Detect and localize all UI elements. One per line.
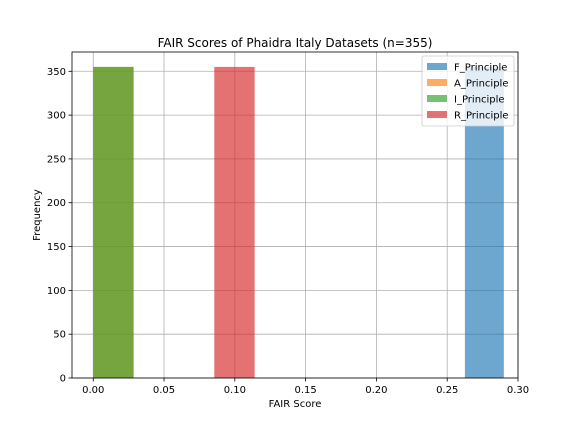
legend-swatch — [427, 95, 447, 102]
x-axis-ticks: 0.00 0.05 0.10 0.15 0.20 0.25 0.30 — [82, 378, 529, 396]
y-tick-label: 100 — [47, 286, 66, 297]
y-tick-label: 50 — [53, 330, 66, 341]
y-tick-label: 200 — [47, 198, 66, 209]
legend-label: F_Principle — [454, 63, 507, 74]
legend-swatch — [427, 111, 447, 118]
bars — [93, 66, 504, 378]
x-tick-label: 0.20 — [365, 385, 387, 396]
y-axis-ticks: 0 50 100 150 200 250 300 350 — [47, 67, 72, 385]
legend-swatch — [427, 79, 447, 86]
x-tick-label: 0.15 — [294, 385, 316, 396]
legend-swatch — [427, 63, 447, 70]
x-tick-label: 0.30 — [507, 385, 529, 396]
x-tick-label: 0.25 — [436, 385, 458, 396]
y-tick-label: 350 — [47, 67, 66, 78]
x-tick-label: 0.10 — [224, 385, 246, 396]
legend-label: R_Principle — [454, 111, 509, 122]
bar-r-principle — [214, 66, 255, 378]
legend-label: I_Principle — [454, 95, 505, 106]
legend: F_Principle A_Principle I_Principle R_Princ… — [421, 55, 515, 127]
y-tick-label: 0 — [60, 374, 66, 385]
x-tick-label: 0.05 — [153, 385, 175, 396]
y-tick-label: 300 — [47, 111, 66, 122]
y-tick-label: 150 — [47, 242, 66, 253]
plot-frame — [71, 51, 519, 379]
legend-label: A_Principle — [454, 79, 508, 90]
y-tick-label: 250 — [47, 154, 66, 165]
bar-i-principle — [93, 66, 134, 378]
legend-box — [421, 55, 515, 127]
x-tick-label: 0.00 — [82, 385, 104, 396]
y-axis-label: Frequency — [32, 189, 43, 241]
x-axis-label: FAIR Score — [269, 399, 322, 410]
chart-title: FAIR Scores of Phaidra Italy Datasets (n… — [158, 36, 433, 50]
